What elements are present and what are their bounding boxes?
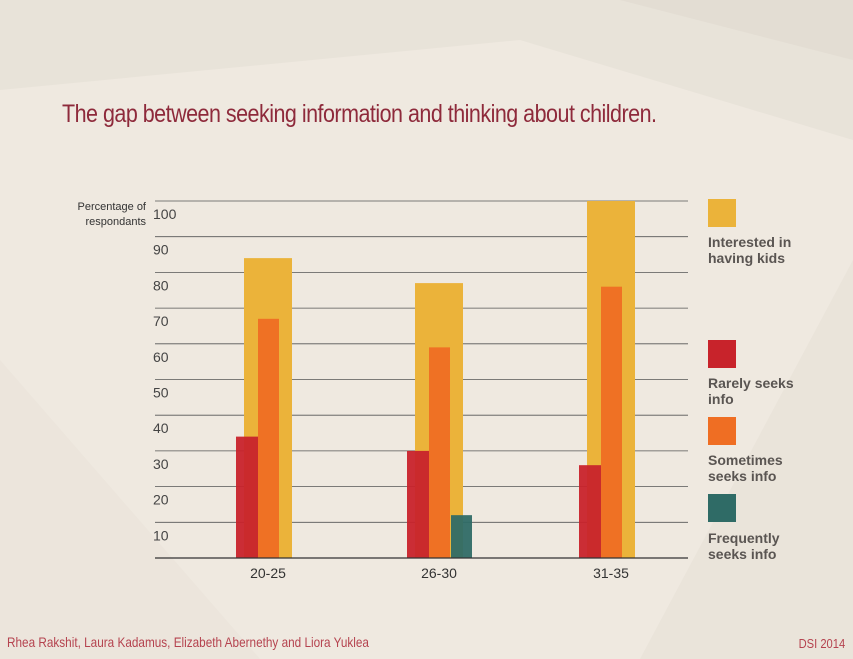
y-tick-label: 80 <box>153 277 169 293</box>
bars <box>236 201 635 558</box>
y-tick-label: 30 <box>153 456 169 472</box>
chart-title: The gap between seeking information and … <box>62 100 657 128</box>
legend-swatch-frequently <box>708 494 736 522</box>
y-axis-label-line-2: respondants <box>85 216 146 228</box>
legend-swatch-sometimes <box>708 417 736 445</box>
x-tick-label: 31-35 <box>593 565 629 581</box>
y-tick-label: 90 <box>153 242 169 258</box>
y-tick-label: 50 <box>153 385 169 401</box>
author-credits: Rhea Rakshit, Laura Kadamus, Elizabeth A… <box>7 634 369 650</box>
y-axis-label-line-1: Percentage of <box>78 201 147 213</box>
axes: 20-25 26-30 31-35 <box>155 557 688 581</box>
y-tick-label: 100 <box>153 206 177 222</box>
bar-sometimes-20-25 <box>258 318 279 558</box>
y-tick-label: 10 <box>153 527 169 543</box>
bar-frequently-26-30 <box>451 515 472 558</box>
legend-swatch-rarely <box>708 340 736 368</box>
y-tick-label: 70 <box>153 313 169 329</box>
y-tick-label: 40 <box>153 420 169 436</box>
x-tick-label: 20-25 <box>250 565 286 581</box>
bar-sometimes-31-35 <box>601 286 622 558</box>
legend-label-frequently: Frequently seeks info <box>708 530 780 562</box>
legend-label-sometimes: Sometimes seeks info <box>708 452 783 484</box>
y-tick-label: 60 <box>153 349 169 365</box>
legend-label-rarely: Rarely seeks info <box>708 375 794 407</box>
y-tick-label: 20 <box>153 492 169 508</box>
event-tag: DSI 2014 <box>798 636 845 651</box>
bar-rarely-20-25 <box>236 436 258 558</box>
legend-swatch-interested <box>708 199 736 227</box>
bar-rarely-26-30 <box>407 450 429 558</box>
bar-rarely-31-35 <box>579 465 601 558</box>
legend-label-interested: Interested in having kids <box>708 234 792 266</box>
bar-sometimes-26-30 <box>429 347 450 558</box>
x-tick-label: 26-30 <box>421 565 457 581</box>
